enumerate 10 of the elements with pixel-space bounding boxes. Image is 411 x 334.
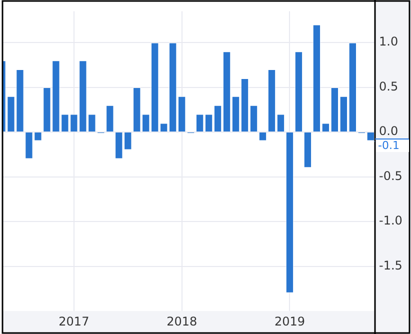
x-tick-label: 2017 <box>58 314 90 328</box>
y-tick-label: -1.0 <box>379 214 402 228</box>
y-tick-label: -1.5 <box>379 258 402 272</box>
y-tick-label: 1.0 <box>379 34 398 49</box>
y-tick-label: -0.5 <box>379 168 402 183</box>
x-tick-label: 2018 <box>166 314 198 328</box>
annotation: -0.1 <box>378 138 400 152</box>
y-tick-label: 0.5 <box>379 79 398 94</box>
y-tick-label: 0.0 <box>379 124 398 138</box>
x-tick-label: 2019 <box>274 314 305 328</box>
